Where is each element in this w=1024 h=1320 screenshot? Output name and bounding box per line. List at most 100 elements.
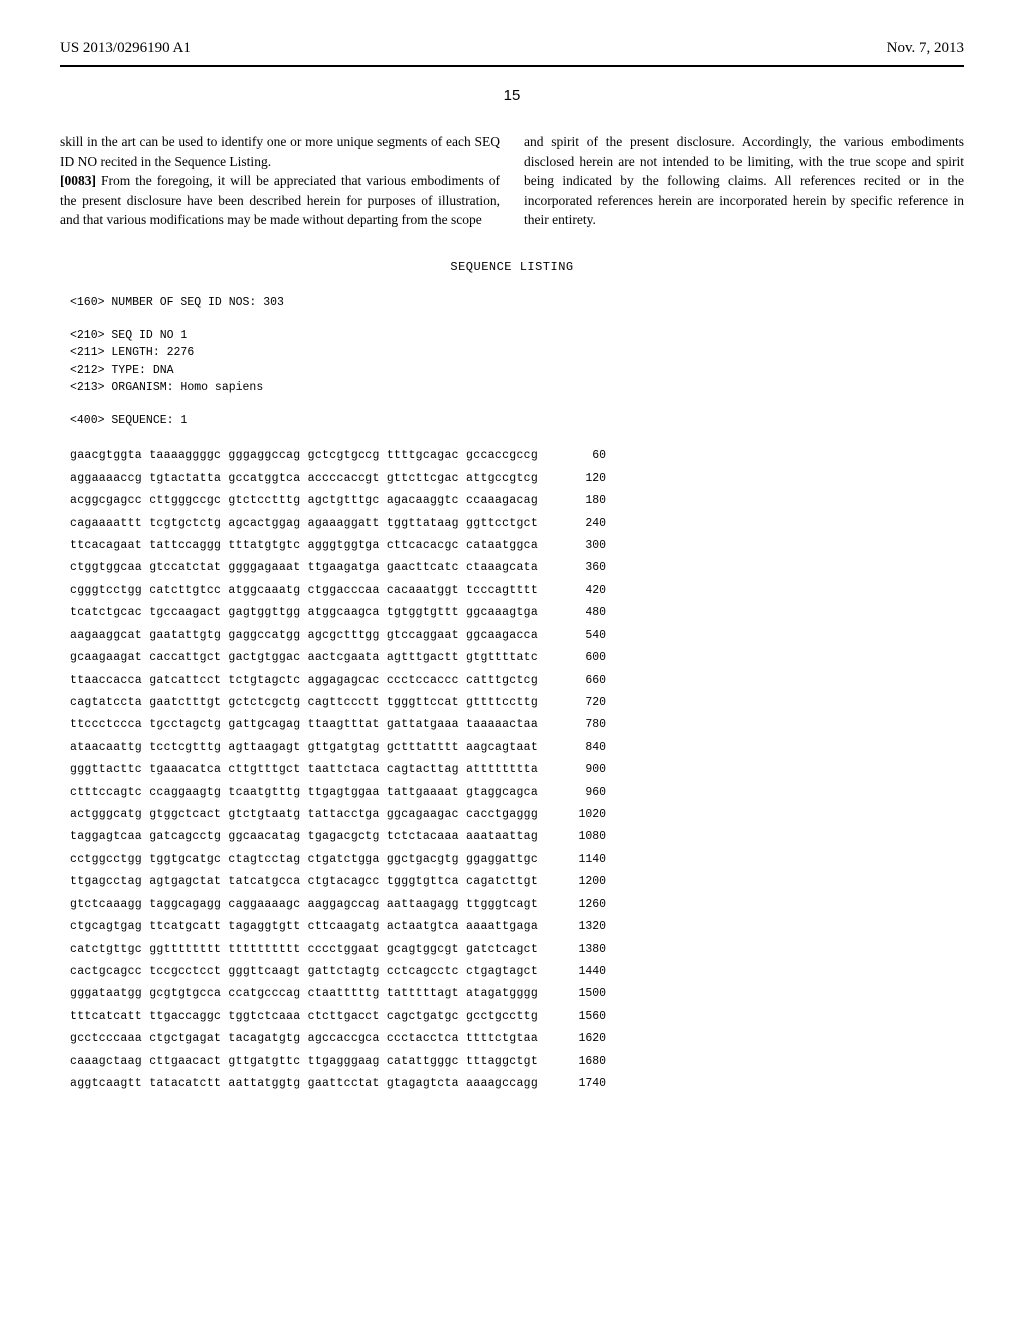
sequence-row: gcctcccaaa ctgctgagat tacagatgtg agccacc… — [70, 1028, 964, 1050]
seq-meta-210: <210> SEQ ID NO 1 — [70, 329, 187, 342]
sequence-position: 1740 — [566, 1073, 606, 1095]
sequence-row: cctggcctgg tggtgcatgc ctagtcctag ctgatct… — [70, 849, 964, 871]
sequence-row: caaagctaag cttgaacact gttgatgttc ttgaggg… — [70, 1051, 964, 1073]
sequence-position: 180 — [566, 490, 606, 512]
sequence-row: actgggcatg gtggctcact gtctgtaatg tattacc… — [70, 804, 964, 826]
sequence-text: gcctcccaaa ctgctgagat tacagatgtg agccacc… — [70, 1028, 538, 1050]
sequence-row: gcaagaagat caccattgct gactgtggac aactcga… — [70, 647, 964, 669]
sequence-row: ctttccagtc ccaggaagtg tcaatgtttg ttgagtg… — [70, 782, 964, 804]
col2-para1: and spirit of the present disclosure. Ac… — [524, 134, 964, 227]
sequence-position: 300 — [566, 535, 606, 557]
sequence-position: 1080 — [566, 826, 606, 848]
sequence-position: 120 — [566, 468, 606, 490]
header-date: Nov. 7, 2013 — [887, 40, 964, 57]
sequence-text: ttaaccacca gatcattcct tctgtagctc aggagag… — [70, 670, 538, 692]
sequence-row: tttcatcatt ttgaccaggc tggtctcaaa ctcttga… — [70, 1006, 964, 1028]
sequence-position: 720 — [566, 692, 606, 714]
sequence-position: 780 — [566, 714, 606, 736]
sequence-row: catctgttgc ggtttttttt tttttttttt cccctgg… — [70, 939, 964, 961]
sequence-row: acggcgagcc cttgggccgc gtctcctttg agctgtt… — [70, 490, 964, 512]
sequence-row: gaacgtggta taaaaggggc gggaggccag gctcgtg… — [70, 445, 964, 467]
sequence-position: 1380 — [566, 939, 606, 961]
column-right: and spirit of the present disclosure. Ac… — [524, 132, 964, 230]
sequence-row: ctgcagtgag ttcatgcatt tagaggtgtt cttcaag… — [70, 916, 964, 938]
sequence-row: ttcacagaat tattccaggg tttatgtgtc agggtgg… — [70, 535, 964, 557]
sequence-position: 900 — [566, 759, 606, 781]
sequence-position: 360 — [566, 557, 606, 579]
sequence-position: 600 — [566, 647, 606, 669]
sequence-text: catctgttgc ggtttttttt tttttttttt cccctgg… — [70, 939, 538, 961]
sequence-text: taggagtcaa gatcagcctg ggcaacatag tgagacg… — [70, 826, 538, 848]
sequence-position: 240 — [566, 513, 606, 535]
sequence-text: gggttacttc tgaaacatca cttgtttgct taattct… — [70, 759, 538, 781]
sequence-row: ttgagcctag agtgagctat tatcatgcca ctgtaca… — [70, 871, 964, 893]
sequence-row: ttccctccca tgcctagctg gattgcagag ttaagtt… — [70, 714, 964, 736]
sequence-row: aagaaggcat gaatattgtg gaggccatgg agcgctt… — [70, 625, 964, 647]
sequence-text: cactgcagcc tccgcctcct gggttcaagt gattcta… — [70, 961, 538, 983]
seq-meta-block: <210> SEQ ID NO 1 <211> LENGTH: 2276 <21… — [70, 327, 964, 396]
sequence-rows: gaacgtggta taaaaggggc gggaggccag gctcgtg… — [60, 445, 964, 1095]
page-number: 15 — [60, 87, 964, 104]
sequence-row: cgggtcctgg catcttgtcc atggcaaatg ctggacc… — [70, 580, 964, 602]
sequence-position: 1140 — [566, 849, 606, 871]
sequence-text: ctgcagtgag ttcatgcatt tagaggtgtt cttcaag… — [70, 916, 538, 938]
seq-meta-212: <212> TYPE: DNA — [70, 364, 174, 377]
sequence-text: ctttccagtc ccaggaagtg tcaatgtttg ttgagtg… — [70, 782, 538, 804]
sequence-text: cctggcctgg tggtgcatgc ctagtcctag ctgatct… — [70, 849, 538, 871]
sequence-position: 660 — [566, 670, 606, 692]
sequence-text: ttcacagaat tattccaggg tttatgtgtc agggtgg… — [70, 535, 538, 557]
sequence-position: 1500 — [566, 983, 606, 1005]
sequence-row: gtctcaaagg taggcagagg caggaaaagc aaggagc… — [70, 894, 964, 916]
sequence-text: ctggtggcaa gtccatctat ggggagaaat ttgaaga… — [70, 557, 538, 579]
sequence-position: 840 — [566, 737, 606, 759]
seq-meta-213: <213> ORGANISM: Homo sapiens — [70, 381, 263, 394]
sequence-row: ttaaccacca gatcattcct tctgtagctc aggagag… — [70, 670, 964, 692]
sequence-text: gaacgtggta taaaaggggc gggaggccag gctcgtg… — [70, 445, 538, 467]
header-rule — [60, 65, 964, 67]
column-left: skill in the art can be used to identify… — [60, 132, 500, 230]
sequence-position: 1620 — [566, 1028, 606, 1050]
sequence-position: 1680 — [566, 1051, 606, 1073]
sequence-text: gggataatgg gcgtgtgcca ccatgcccag ctaattt… — [70, 983, 538, 1005]
sequence-text: tcatctgcac tgccaagact gagtggttgg atggcaa… — [70, 602, 538, 624]
sequence-text: cagtatccta gaatctttgt gctctcgctg cagttcc… — [70, 692, 538, 714]
sequence-text: aggtcaagtt tatacatctt aattatggtg gaattcc… — [70, 1073, 538, 1095]
header-pub-number: US 2013/0296190 A1 — [60, 40, 191, 57]
seq-meta-160: <160> NUMBER OF SEQ ID NOS: 303 — [70, 294, 964, 311]
sequence-row: tcatctgcac tgccaagact gagtggttgg atggcaa… — [70, 602, 964, 624]
sequence-text: actgggcatg gtggctcact gtctgtaatg tattacc… — [70, 804, 538, 826]
sequence-text: ataacaattg tcctcgtttg agttaagagt gttgatg… — [70, 737, 538, 759]
page-header: US 2013/0296190 A1 Nov. 7, 2013 — [60, 40, 964, 57]
sequence-listing-heading: SEQUENCE LISTING — [60, 260, 964, 274]
sequence-text: ttgagcctag agtgagctat tatcatgcca ctgtaca… — [70, 871, 538, 893]
seq-meta-211: <211> LENGTH: 2276 — [70, 346, 194, 359]
sequence-row: gggttacttc tgaaacatca cttgtttgct taattct… — [70, 759, 964, 781]
sequence-text: gcaagaagat caccattgct gactgtggac aactcga… — [70, 647, 538, 669]
sequence-position: 1320 — [566, 916, 606, 938]
sequence-position: 420 — [566, 580, 606, 602]
sequence-text: aagaaggcat gaatattgtg gaggccatgg agcgctt… — [70, 625, 538, 647]
seq-meta-400: <400> SEQUENCE: 1 — [70, 412, 964, 429]
sequence-row: aggtcaagtt tatacatctt aattatggtg gaattcc… — [70, 1073, 964, 1095]
sequence-row: taggagtcaa gatcagcctg ggcaacatag tgagacg… — [70, 826, 964, 848]
sequence-row: cactgcagcc tccgcctcct gggttcaagt gattcta… — [70, 961, 964, 983]
sequence-row: ctggtggcaa gtccatctat ggggagaaat ttgaaga… — [70, 557, 964, 579]
body-columns: skill in the art can be used to identify… — [60, 132, 964, 230]
sequence-text: aggaaaaccg tgtactatta gccatggtca accccac… — [70, 468, 538, 490]
col1-para2: From the foregoing, it will be appreciat… — [60, 173, 500, 227]
sequence-text: tttcatcatt ttgaccaggc tggtctcaaa ctcttga… — [70, 1006, 538, 1028]
sequence-text: caaagctaag cttgaacact gttgatgttc ttgaggg… — [70, 1051, 538, 1073]
sequence-position: 960 — [566, 782, 606, 804]
sequence-position: 1020 — [566, 804, 606, 826]
sequence-position: 480 — [566, 602, 606, 624]
sequence-text: acggcgagcc cttgggccgc gtctcctttg agctgtt… — [70, 490, 538, 512]
paragraph-number: [0083] — [60, 173, 96, 188]
sequence-row: ataacaattg tcctcgtttg agttaagagt gttgatg… — [70, 737, 964, 759]
sequence-position: 1200 — [566, 871, 606, 893]
sequence-row: cagtatccta gaatctttgt gctctcgctg cagttcc… — [70, 692, 964, 714]
col1-para1: skill in the art can be used to identify… — [60, 134, 500, 169]
sequence-text: ttccctccca tgcctagctg gattgcagag ttaagtt… — [70, 714, 538, 736]
sequence-text: gtctcaaagg taggcagagg caggaaaagc aaggagc… — [70, 894, 538, 916]
sequence-position: 60 — [566, 445, 606, 467]
sequence-text: cgggtcctgg catcttgtcc atggcaaatg ctggacc… — [70, 580, 538, 602]
